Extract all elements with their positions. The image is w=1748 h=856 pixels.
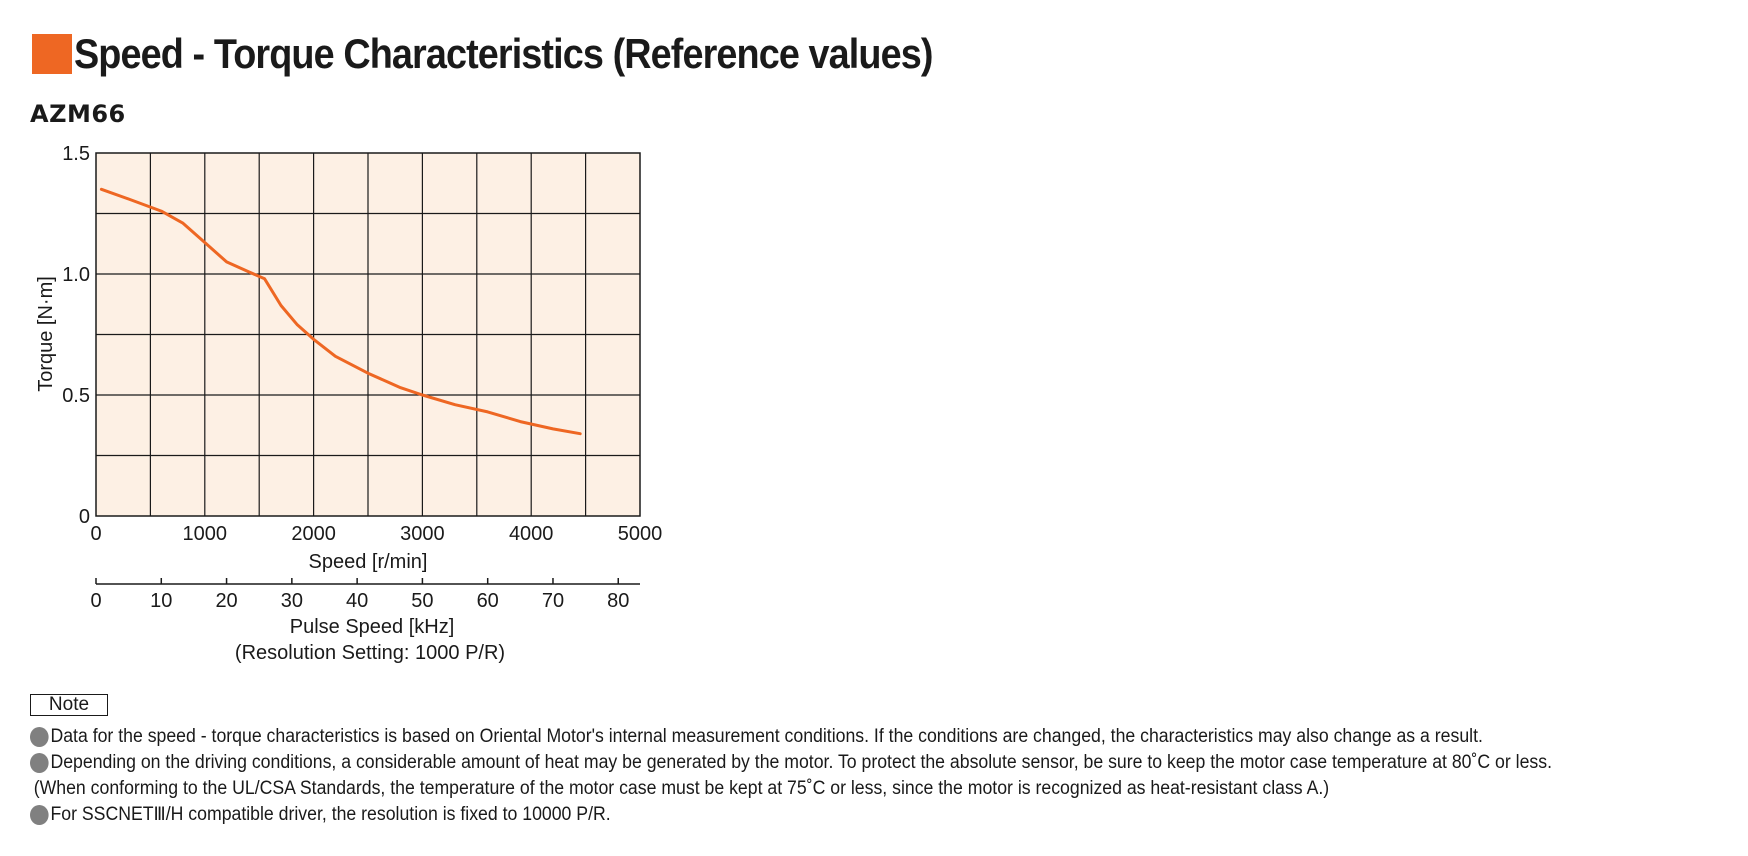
note-text: For SSCNETⅢ/H compatible driver, the res… — [50, 804, 611, 825]
pulse-axis-label: Pulse Speed [kHz] — [290, 616, 455, 638]
note-text: Depending on the driving conditions, a c… — [50, 752, 1553, 773]
x-tick-label: 1000 — [183, 523, 228, 545]
note-text: Data for the speed - torque characterist… — [50, 726, 1483, 747]
plot-frame — [95, 152, 641, 517]
grid-lines — [96, 153, 640, 516]
pulse-tick-label: 10 — [150, 590, 172, 612]
page-title: Speed - Torque Characteristics (Referenc… — [74, 30, 933, 77]
note-item: For SSCNETⅢ/H compatible driver, the res… — [30, 802, 1628, 828]
pulse-tick-label: 0 — [90, 590, 101, 612]
y-tick-label: 0.5 — [62, 385, 90, 407]
speed-torque-chart: 0 0.5 1.0 1.5 0 1000 2000 3000 4000 5000 Speed [… — [35, 143, 662, 664]
note-item: Data for the speed - torque characterist… — [30, 724, 1628, 750]
y-tick-labels: 0 0.5 1.0 1.5 — [62, 143, 90, 528]
notes-list: Data for the speed - torque characterist… — [30, 724, 1748, 828]
pulse-tick-label: 20 — [215, 590, 237, 612]
x-tick-label: 3000 — [400, 523, 445, 545]
x-tick-labels: 0 1000 2000 3000 4000 5000 — [90, 523, 662, 545]
x-axis-label: Speed [r/min] — [309, 551, 428, 573]
pulse-axis-sublabel: (Resolution Setting: 1000 P/R) — [235, 642, 505, 664]
model-name: AZM66 — [30, 100, 126, 128]
pulse-tick-label: 50 — [411, 590, 433, 612]
bullet-icon — [30, 805, 49, 825]
bullet-icon — [30, 753, 49, 773]
pulse-tick-label: 40 — [346, 590, 368, 612]
x-tick-label: 5000 — [618, 523, 663, 545]
note-label: Note — [30, 694, 108, 716]
header-accent-square — [32, 34, 72, 74]
pulse-tick-label: 30 — [281, 590, 303, 612]
pulse-tick-label: 70 — [542, 590, 564, 612]
note-item: (When conforming to the UL/CSA Standards… — [30, 776, 1628, 802]
x-tick-label: 0 — [90, 523, 101, 545]
x-tick-label: 2000 — [291, 523, 336, 545]
y-tick-label: 1.5 — [62, 143, 90, 165]
note-text: (When conforming to the UL/CSA Standards… — [33, 778, 1330, 799]
pulse-tick-label: 80 — [607, 590, 629, 612]
page-header: Speed - Torque Characteristics (Referenc… — [32, 30, 1028, 78]
y-tick-label: 1.0 — [62, 264, 90, 286]
pulse-axis-ticks: 0 10 20 30 40 50 60 70 80 — [90, 578, 629, 612]
pulse-tick-label: 60 — [477, 590, 499, 612]
x-tick-label: 4000 — [509, 523, 554, 545]
y-tick-label: 0 — [79, 506, 90, 528]
y-axis-label: Torque [N·m] — [35, 276, 57, 392]
bullet-icon — [30, 727, 49, 747]
note-item: Depending on the driving conditions, a c… — [30, 750, 1628, 776]
torque-curve-line — [99, 187, 582, 436]
